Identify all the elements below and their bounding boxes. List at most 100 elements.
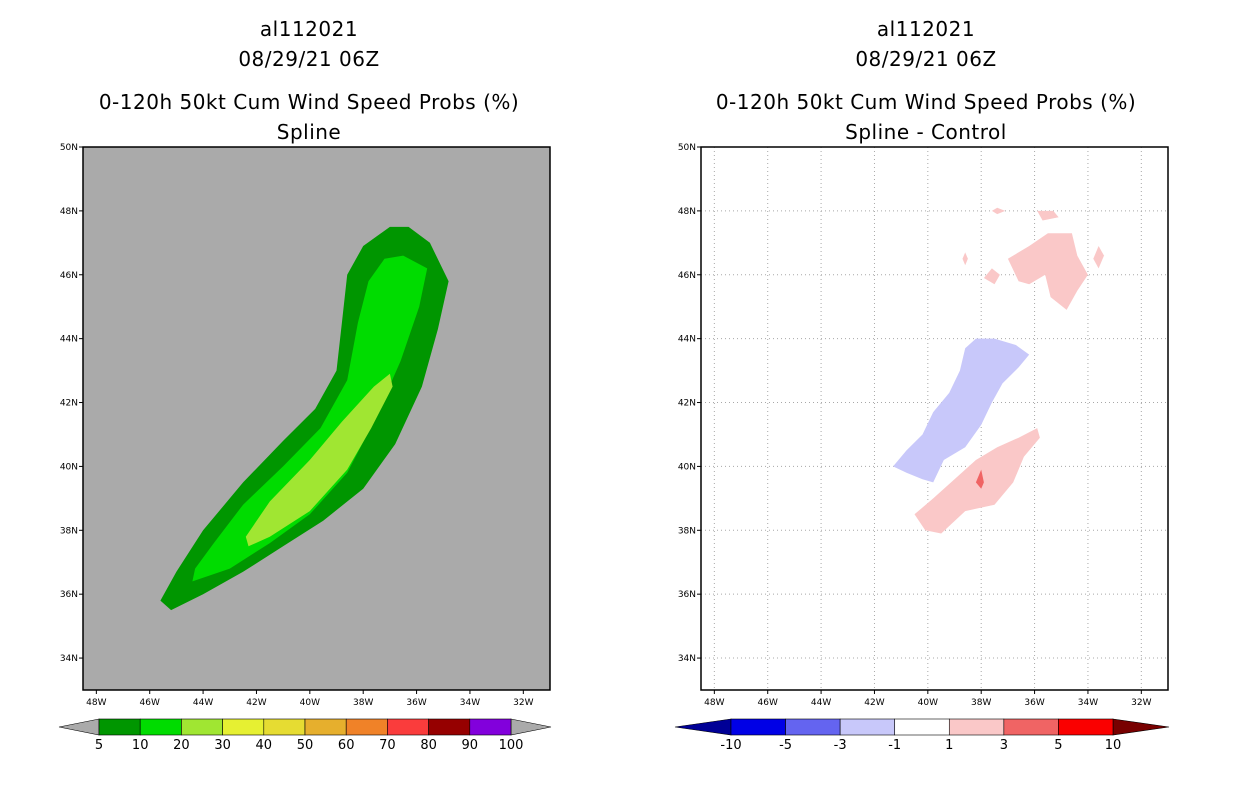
colorbar-label: -10 — [720, 738, 741, 753]
colorbar-label: 10 — [132, 738, 149, 753]
colorbar-label: 3 — [1000, 738, 1008, 753]
contour-1-3 — [983, 268, 1000, 285]
y-tick-label: 42N — [60, 399, 78, 409]
x-tick-label: 36W — [406, 698, 426, 708]
panel2-frame — [700, 146, 1169, 691]
panel2-title-method: Spline - Control — [845, 120, 1007, 144]
y-tick-label: 44N — [678, 335, 696, 345]
colorbar-swatch — [839, 718, 896, 736]
colorbar-label: 50 — [297, 738, 314, 753]
panel2-y-axis: 50N 48N 46N 44N 42N 40N 38N 36N 34N — [678, 143, 701, 664]
colorbar-label: 90 — [462, 738, 479, 753]
colorbar-swatch — [948, 718, 1005, 736]
x-tick-label: 34W — [460, 698, 480, 708]
panel1-x-axis: 48W 46W 44W 42W 40W 38W 36W 34W 32W — [86, 690, 534, 708]
colorbar-left-triangle — [58, 718, 100, 736]
colorbar-swatch — [181, 718, 223, 736]
colorbar-swatch — [304, 718, 347, 736]
x-tick-label: 42W — [864, 698, 884, 708]
y-tick-label: 38N — [60, 526, 78, 536]
colorbar-swatch — [730, 718, 786, 736]
colorbar-label: 80 — [420, 738, 437, 753]
colorbar-swatch — [222, 718, 265, 736]
y-tick-label: 40N — [678, 462, 696, 472]
colorbar-swatch — [345, 718, 388, 736]
colorbar-right-triangle — [510, 718, 552, 736]
contour-1-3 — [962, 252, 968, 266]
panel2-x-axis: 48W 46W 44W 42W 40W 38W 36W 34W 32W — [704, 690, 1152, 708]
panel2-title-date: 08/29/21 06Z — [855, 47, 996, 71]
panel1-title-product: 0-120h 50kt Cum Wind Speed Probs (%) — [99, 90, 519, 114]
panel2-contours — [893, 207, 1104, 534]
x-tick-label: 38W — [971, 698, 991, 708]
colorbar-label: 70 — [379, 738, 396, 753]
panel2-colorbar: -10 -5 -3 -1 1 3 5 10 — [674, 718, 1170, 753]
panel1-contours — [160, 226, 449, 611]
x-tick-label: 48W — [704, 698, 724, 708]
x-tick-label: 46W — [758, 698, 778, 708]
colorbar-label: 5 — [95, 738, 103, 753]
panel1-title-method: Spline — [277, 120, 341, 144]
contour-10-20 — [192, 255, 428, 582]
colorbar-label: -5 — [779, 738, 792, 753]
panel1-title-storm: al112021 — [260, 17, 358, 41]
colorbar-swatch — [98, 718, 141, 736]
contour-1-3 — [1037, 210, 1059, 221]
colorbar-label: 30 — [214, 738, 231, 753]
colorbar-swatch — [263, 718, 306, 736]
y-tick-label: 44N — [60, 335, 78, 345]
x-tick-label: 36W — [1024, 698, 1044, 708]
contour--3to-1 — [893, 338, 1030, 483]
x-tick-label: 46W — [140, 698, 160, 708]
colorbar-label: 60 — [338, 738, 355, 753]
panel1-colorbar: 5 10 20 30 40 50 60 70 80 90 100 — [58, 718, 552, 753]
y-tick-label: 48N — [60, 207, 78, 217]
x-tick-label: 38W — [353, 698, 373, 708]
y-tick-label: 36N — [678, 590, 696, 600]
x-tick-label: 40W — [300, 698, 320, 708]
y-tick-label: 40N — [60, 462, 78, 472]
panel1-frame — [82, 146, 551, 691]
colorbar-swatch — [785, 718, 841, 736]
y-tick-label: 46N — [678, 271, 696, 281]
panel-spline: al112021 08/29/21 06Z 0-120h 50kt Cum Wi… — [58, 17, 552, 753]
contour-1-3 — [1007, 233, 1088, 310]
y-tick-label: 38N — [678, 526, 696, 536]
contour-1-3 — [991, 207, 1006, 215]
contour-1-3 — [1093, 246, 1104, 269]
panel2-title-product: 0-120h 50kt Cum Wind Speed Probs (%) — [716, 90, 1136, 114]
x-tick-label: 44W — [193, 698, 213, 708]
x-tick-label: 40W — [918, 698, 938, 708]
colorbar-label: 20 — [173, 738, 190, 753]
colorbar-label: 40 — [256, 738, 273, 753]
x-tick-label: 32W — [1131, 698, 1151, 708]
colorbar-label: 5 — [1054, 738, 1062, 753]
panel-spline-control: al112021 08/29/21 06Z 0-120h 50kt Cum Wi… — [674, 17, 1170, 753]
colorbar-swatch — [139, 718, 182, 736]
contour-3-5 — [975, 469, 984, 489]
colorbar-swatch — [1058, 718, 1114, 736]
panel1-title-date: 08/29/21 06Z — [238, 47, 379, 71]
colorbar-right-triangle — [1112, 718, 1170, 736]
colorbar-label: -1 — [888, 738, 901, 753]
y-tick-label: 50N — [60, 143, 78, 153]
panel1-y-axis: 50N 48N 46N 44N 42N 40N 38N 36N 34N — [60, 143, 83, 664]
colorbar-label: 10 — [1105, 738, 1122, 753]
colorbar-swatch — [428, 718, 471, 736]
panel2-gridlines — [701, 146, 1168, 690]
y-tick-label: 48N — [678, 207, 696, 217]
colorbar-swatch — [387, 718, 429, 736]
x-tick-label: 34W — [1078, 698, 1098, 708]
x-tick-label: 48W — [86, 698, 106, 708]
y-tick-label: 46N — [60, 271, 78, 281]
colorbar-label: -3 — [834, 738, 847, 753]
colorbar-swatch — [894, 718, 950, 736]
colorbar-swatch — [1003, 718, 1059, 736]
colorbar-label: 100 — [499, 738, 524, 753]
y-tick-label: 34N — [678, 654, 696, 664]
y-tick-label: 36N — [60, 590, 78, 600]
panel2-title-storm: al112021 — [877, 17, 975, 41]
y-tick-label: 34N — [60, 654, 78, 664]
x-tick-label: 32W — [513, 698, 533, 708]
